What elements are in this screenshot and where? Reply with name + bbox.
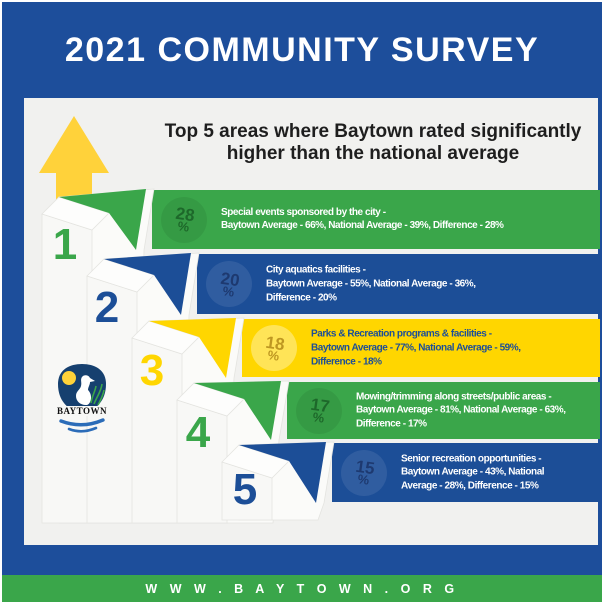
bar-text-line: Difference - 20% bbox=[266, 291, 337, 303]
percent-badge: 15 % bbox=[341, 449, 387, 496]
bar-text: Parks & Recreation programs & facilities… bbox=[311, 327, 521, 368]
bar-text-line: Average - 28%, Difference - 15% bbox=[401, 480, 539, 492]
percent-badge: 28 % bbox=[161, 196, 207, 243]
footer-bar: W W W . B A Y T O W N . O R G bbox=[2, 575, 602, 602]
footer-url: W W W . B A Y T O W N . O R G bbox=[145, 581, 459, 596]
survey-bar-5: 15 % Senior recreation opportunities - Ba… bbox=[332, 443, 600, 502]
bar-text-line: Mowing/trimming along streets/public are… bbox=[356, 390, 552, 402]
bar-text: City aquatics facilities - Baytown Averag… bbox=[266, 263, 476, 304]
bar-text-line: Baytown Average - 43%, National bbox=[401, 466, 545, 478]
percent-badge-text: 20 % bbox=[218, 268, 240, 299]
percent-badge: 20 % bbox=[206, 261, 252, 307]
bar-text-line: Difference - 18% bbox=[311, 355, 382, 367]
survey-bar-3: 18 % Parks & Recreation programs & facil… bbox=[242, 319, 600, 377]
bar-text-line: Senior recreation opportunities - bbox=[401, 452, 542, 464]
percent-badge-text: 17 % bbox=[308, 395, 330, 426]
bar-text-line: Special events sponsored by the city - bbox=[221, 206, 386, 218]
step-number-4: 4 bbox=[185, 408, 211, 457]
bar-text-line: City aquatics facilities - bbox=[266, 264, 366, 276]
survey-bar-1: 28 % Special events sponsored by the cit… bbox=[152, 190, 600, 249]
percent-badge-text: 28 % bbox=[173, 204, 195, 235]
step-number-5: 5 bbox=[232, 465, 258, 514]
intro-line-1: Top 5 areas where Baytown rated signific… bbox=[164, 121, 582, 142]
header: 2021 COMMUNITY SURVEY bbox=[2, 2, 602, 98]
step-number-3: 3 bbox=[139, 346, 165, 395]
survey-bar-2: 20 % City aquatics facilities - Baytown A… bbox=[197, 254, 600, 314]
page-title: 2021 COMMUNITY SURVEY bbox=[64, 30, 540, 69]
bar-text-line: Baytown Average - 81%, National Average … bbox=[356, 404, 566, 416]
percent-badge: 17 % bbox=[296, 387, 342, 434]
bar-text: Senior recreation opportunities - Baytown… bbox=[401, 452, 545, 493]
survey-bar-4: 17 % Mowing/trimming along streets/publi… bbox=[287, 382, 600, 439]
intro-heading: Top 5 areas where Baytown rated signific… bbox=[146, 121, 600, 165]
step-number-2: 2 bbox=[94, 283, 120, 332]
percent-badge: 18 % bbox=[251, 325, 297, 371]
percent-badge-text: 15 % bbox=[353, 457, 375, 488]
percent-badge-text: 18 % bbox=[263, 332, 285, 363]
intro-line-2: higher than the national average bbox=[226, 143, 520, 165]
step-number-1: 1 bbox=[52, 220, 78, 269]
bar-text: Mowing/trimming along streets/public are… bbox=[356, 390, 566, 431]
bar-text-line: Baytown Average - 77%, National Average … bbox=[311, 342, 521, 354]
bar-text-line: Baytown Average - 66%, National Average … bbox=[221, 220, 504, 232]
bar-text-line: Baytown Average - 55%, National Average … bbox=[266, 278, 476, 290]
bar-text-line: Difference - 17% bbox=[356, 418, 427, 430]
bar-text-line: Parks & Recreation programs & facilities… bbox=[311, 328, 492, 340]
bar-text: Special events sponsored by the city - Ba… bbox=[221, 206, 504, 234]
